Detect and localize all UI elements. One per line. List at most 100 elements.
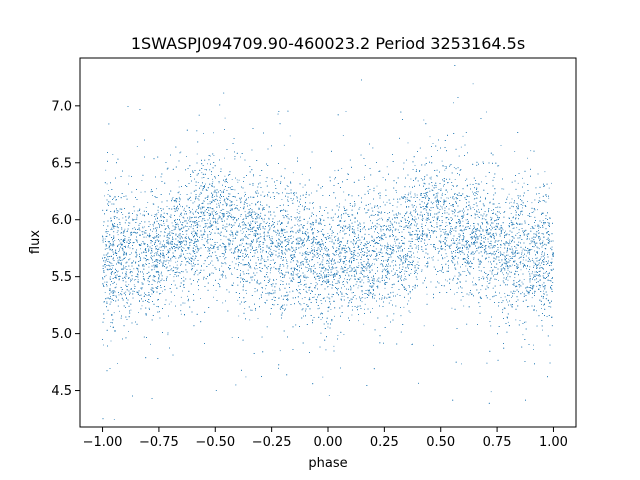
data-point [204,238,206,240]
data-point [485,257,487,259]
data-point [502,229,504,231]
data-point [143,257,145,259]
data-point [360,244,361,245]
data-point [148,307,150,309]
data-point [192,234,194,236]
data-point [488,246,489,248]
data-point [386,248,387,250]
data-point [478,209,479,211]
data-point [141,282,143,284]
data-point [224,117,226,119]
data-point [507,254,509,256]
data-point [286,304,288,306]
data-point [278,270,279,272]
data-point [220,195,221,196]
data-point [330,274,331,276]
data-point [319,206,321,207]
data-point [192,217,193,218]
data-point [401,275,402,277]
data-point [182,247,184,248]
data-point [349,205,351,206]
data-point [128,331,129,332]
data-point [512,228,514,229]
data-point [207,227,208,229]
data-point [302,252,303,254]
data-point [196,244,197,246]
data-point [240,207,241,208]
data-point [261,205,263,206]
data-point [223,189,225,190]
data-point [372,263,373,265]
data-point [218,202,220,204]
data-point [364,303,366,305]
data-point [336,270,338,272]
data-point [370,286,372,288]
data-point [292,172,294,174]
data-point [269,281,270,282]
data-point [419,199,421,201]
data-point [537,264,539,265]
data-point [227,182,228,183]
data-point [254,268,256,270]
data-point [245,237,247,238]
data-point [525,321,527,323]
data-point [173,229,175,231]
data-point [249,319,251,321]
data-point [220,239,222,241]
data-point [387,242,388,244]
data-point [278,245,280,246]
data-point [477,215,479,217]
data-point [526,268,527,270]
data-point [354,275,356,277]
data-point [449,231,451,233]
data-point [440,246,442,248]
data-point [169,233,170,235]
data-point [315,271,316,273]
data-point [303,245,305,246]
data-point [167,237,169,238]
data-point [339,231,341,233]
data-point [307,238,309,240]
data-point [267,268,268,270]
data-point [403,242,405,244]
data-point [128,222,129,224]
data-point [339,255,341,257]
data-point [362,228,364,230]
data-point [139,213,141,215]
data-point [199,207,201,209]
data-point [365,267,367,269]
data-point [140,287,142,289]
data-point [254,291,256,293]
data-point [441,208,443,210]
data-point [453,167,455,168]
data-point [468,245,470,246]
data-point [286,185,288,186]
data-point [181,214,182,216]
data-point [283,144,285,146]
data-point [222,256,224,257]
data-point [296,196,298,197]
data-point [245,376,247,378]
data-point [326,296,328,298]
data-point [142,226,143,228]
data-point [307,221,309,223]
data-point [380,239,382,241]
data-point [146,295,148,296]
data-point [382,177,384,178]
data-point [498,165,500,167]
data-point [118,251,119,252]
data-point [256,290,258,292]
data-point [328,395,330,396]
data-point [335,251,337,253]
data-point [436,196,438,198]
data-point [505,230,506,232]
data-point [527,291,529,293]
data-point [128,284,130,286]
data-point [113,419,115,420]
data-point [149,224,151,225]
data-point [314,264,315,265]
data-point [283,304,285,306]
data-point [273,250,275,251]
data-point [279,350,281,352]
data-point [302,244,304,246]
